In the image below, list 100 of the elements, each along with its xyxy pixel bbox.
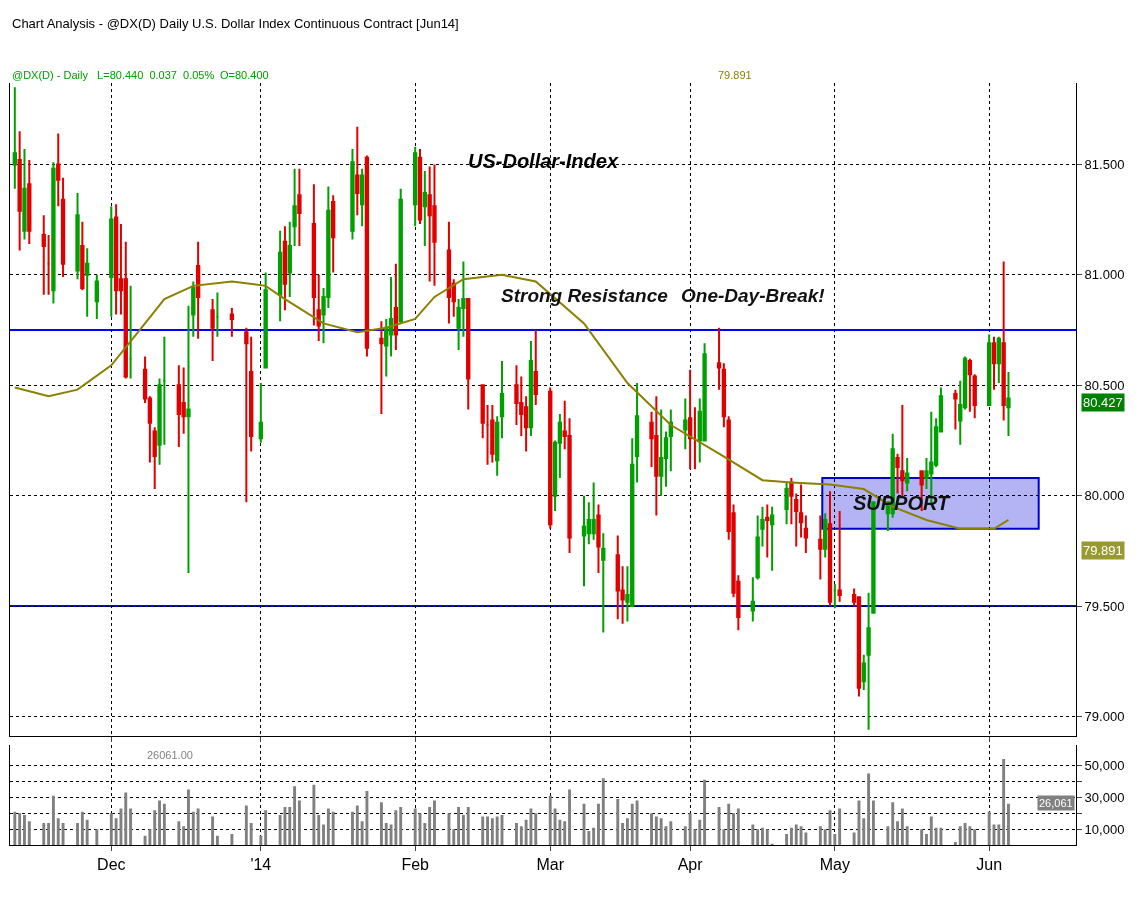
bar <box>568 789 571 846</box>
bar <box>461 814 465 846</box>
candlestick <box>528 340 534 438</box>
bar <box>13 811 17 846</box>
bar <box>794 824 798 846</box>
bar <box>187 789 190 846</box>
bar <box>534 813 538 846</box>
candlestick <box>109 205 114 318</box>
candlestick <box>51 161 56 305</box>
candlestick <box>398 187 403 325</box>
bar <box>95 829 99 846</box>
candlestick <box>195 240 201 340</box>
bar <box>153 810 157 846</box>
bar <box>621 822 625 846</box>
candlestick <box>1006 370 1011 438</box>
line-series <box>13 273 1010 530</box>
candlestick <box>490 404 495 464</box>
y-tick-label: 81.500 <box>1084 156 1125 172</box>
candlestick <box>215 291 220 338</box>
candlestick <box>822 512 828 559</box>
x-tick-label: '14 <box>250 856 272 874</box>
x-tick-label: May <box>819 856 850 874</box>
candlestick <box>46 234 51 296</box>
candlestick <box>12 86 18 190</box>
bar <box>553 808 557 846</box>
candlestick <box>533 329 538 407</box>
bar <box>326 808 330 846</box>
bar <box>833 834 837 846</box>
bar <box>322 824 325 846</box>
candlestick <box>297 167 302 248</box>
bar <box>259 835 263 846</box>
candlestick <box>176 364 182 449</box>
y-tick-label: 79.000 <box>1084 709 1125 725</box>
bar <box>61 822 65 846</box>
bar <box>625 818 629 846</box>
candlestick <box>765 503 770 559</box>
candlestick <box>152 426 157 491</box>
chart-title: Chart Analysis - @DX(D) Daily U.S. Dollar Index Continuous Contract [Jun14] <box>12 16 459 31</box>
bar <box>597 803 600 846</box>
candlestick <box>692 406 698 471</box>
candlestick <box>716 326 722 391</box>
bar <box>857 800 861 846</box>
bar <box>486 816 489 846</box>
bar <box>953 842 957 846</box>
bar <box>891 802 895 846</box>
candlestick <box>412 145 418 228</box>
bar <box>519 826 523 846</box>
bar <box>379 802 383 846</box>
candlestick <box>904 457 910 493</box>
bar <box>394 810 398 846</box>
bar <box>1007 803 1010 846</box>
candlestick <box>393 262 399 351</box>
bar <box>654 816 658 846</box>
candlestick <box>56 132 61 208</box>
candlestick <box>60 176 66 279</box>
bar <box>124 792 128 846</box>
bar <box>867 773 871 846</box>
bar <box>433 800 436 846</box>
bar <box>331 811 335 846</box>
bar <box>56 818 60 846</box>
bar <box>293 786 297 846</box>
bar <box>987 811 991 846</box>
bar <box>799 826 803 846</box>
bar <box>452 829 456 846</box>
candlestick <box>75 192 80 281</box>
candlestick <box>41 214 46 296</box>
candlestick <box>422 170 428 248</box>
candlestick <box>972 373 977 420</box>
bar <box>563 821 567 846</box>
bar <box>490 818 494 846</box>
text: 79.891 <box>1083 543 1123 558</box>
bar <box>27 821 31 846</box>
bar <box>447 813 451 846</box>
bar <box>230 834 234 846</box>
bar <box>785 834 789 846</box>
y-tick-label: 50,000 <box>1084 758 1125 774</box>
candlestick <box>798 483 804 539</box>
candlestick <box>282 225 288 312</box>
bar <box>635 800 639 846</box>
bar <box>288 806 292 846</box>
candlestick <box>658 408 664 497</box>
candlestick <box>27 159 32 245</box>
candlestick <box>128 284 133 380</box>
bar <box>129 808 133 846</box>
bar <box>973 829 977 846</box>
y-tick-label: 80.000 <box>1084 488 1125 504</box>
bar <box>109 813 113 846</box>
x-tick-label: Feb <box>401 856 430 874</box>
y-tick-label: 10,000 <box>1084 821 1125 837</box>
candlestick <box>499 359 505 440</box>
candlestick <box>330 194 336 274</box>
bar <box>939 827 943 846</box>
bar <box>423 822 427 846</box>
bar <box>920 829 924 846</box>
bar <box>515 822 518 846</box>
candlestick <box>991 335 997 391</box>
candlestick <box>634 382 640 484</box>
bar <box>428 806 432 846</box>
chart-subtitle: @DX(D) - Daily L=80.440 0.037 0.05% <box>12 69 215 81</box>
bar <box>312 784 316 846</box>
